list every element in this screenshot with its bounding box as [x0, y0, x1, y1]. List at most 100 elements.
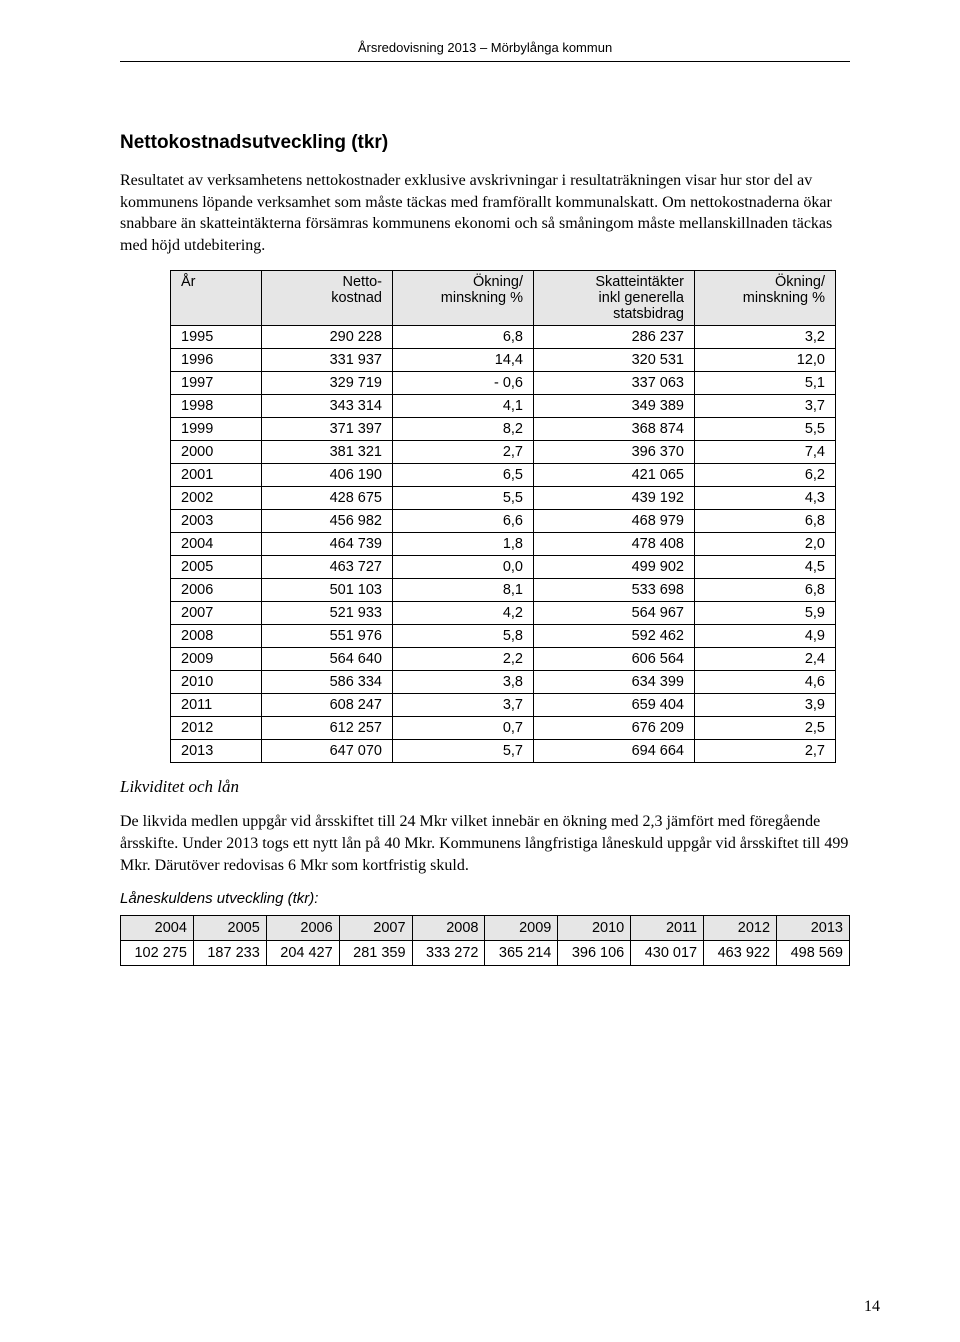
table-cell: 2012 [171, 717, 262, 740]
table-cell: 2,7 [695, 740, 836, 763]
table-cell: 2,5 [695, 717, 836, 740]
table-cell: 12,0 [695, 349, 836, 372]
table-cell: 4,1 [393, 395, 534, 418]
table-cell: 102 275 [121, 941, 194, 966]
table-cell: 2007 [171, 602, 262, 625]
column-header: 2008 [412, 916, 485, 941]
table-row: 102 275187 233204 427281 359333 272365 2… [121, 941, 850, 966]
table-cell: 281 359 [339, 941, 412, 966]
table-cell: 6,8 [393, 326, 534, 349]
table-row: 1996331 93714,4320 53112,0 [171, 349, 836, 372]
table-cell: 331 937 [262, 349, 393, 372]
table-cell: 5,1 [695, 372, 836, 395]
table-cell: 1995 [171, 326, 262, 349]
table-cell: 533 698 [534, 579, 695, 602]
column-header: 2013 [777, 916, 850, 941]
column-header: 2007 [339, 916, 412, 941]
column-header: Ökning/minskning % [393, 271, 534, 326]
table-cell: 5,9 [695, 602, 836, 625]
table-cell: 406 190 [262, 464, 393, 487]
table-cell: 606 564 [534, 648, 695, 671]
table-cell: 2,2 [393, 648, 534, 671]
table-cell: 5,7 [393, 740, 534, 763]
table-row: 2010586 3343,8634 3994,6 [171, 671, 836, 694]
document-page: Årsredovisning 2013 – Mörbylånga kommun … [0, 0, 960, 1342]
table-cell: 498 569 [777, 941, 850, 966]
column-header: 2005 [193, 916, 266, 941]
table-row: 1998343 3144,1349 3893,7 [171, 395, 836, 418]
table-cell: 1998 [171, 395, 262, 418]
table-header: 2004200520062007200820092010201120122013 [121, 916, 850, 941]
table-cell: 333 272 [412, 941, 485, 966]
table-cell: 1996 [171, 349, 262, 372]
table-cell: 499 902 [534, 556, 695, 579]
table-cell: 5,5 [393, 487, 534, 510]
table-cell: 592 462 [534, 625, 695, 648]
table-cell: 501 103 [262, 579, 393, 602]
table-cell: 1,8 [393, 533, 534, 556]
table-cell: 6,8 [695, 510, 836, 533]
table-cell: 2008 [171, 625, 262, 648]
table-cell: 463 922 [704, 941, 777, 966]
table-cell: 659 404 [534, 694, 695, 717]
table-cell: 187 233 [193, 941, 266, 966]
table-cell: 368 874 [534, 418, 695, 441]
table-cell: 2011 [171, 694, 262, 717]
table-row: 2005463 7270,0499 9024,5 [171, 556, 836, 579]
table-cell: 430 017 [631, 941, 704, 966]
table-cell: 6,8 [695, 579, 836, 602]
table-cell: 551 976 [262, 625, 393, 648]
table-cell: 463 727 [262, 556, 393, 579]
table-cell: 4,9 [695, 625, 836, 648]
table-cell: 14,4 [393, 349, 534, 372]
table-cell: 286 237 [534, 326, 695, 349]
table-row: 2007521 9334,2564 9675,9 [171, 602, 836, 625]
table-cell: 2003 [171, 510, 262, 533]
table-row: 2001406 1906,5421 0656,2 [171, 464, 836, 487]
table-cell: 2004 [171, 533, 262, 556]
table-header: ÅrNetto-kostnadÖkning/minskning %Skattei… [171, 271, 836, 326]
table-cell: 694 664 [534, 740, 695, 763]
table-cell: 4,5 [695, 556, 836, 579]
table-cell: 0,7 [393, 717, 534, 740]
table-cell: 2009 [171, 648, 262, 671]
table-cell: 365 214 [485, 941, 558, 966]
table-cell: 2,0 [695, 533, 836, 556]
table-cell: 564 640 [262, 648, 393, 671]
table-cell: 464 739 [262, 533, 393, 556]
table-row: 2008551 9765,8592 4624,9 [171, 625, 836, 648]
table-cell: 3,7 [393, 694, 534, 717]
table-cell: 2013 [171, 740, 262, 763]
table-cell: 8,2 [393, 418, 534, 441]
column-header: 2004 [121, 916, 194, 941]
table-cell: 564 967 [534, 602, 695, 625]
table-cell: 478 408 [534, 533, 695, 556]
table-cell: 1997 [171, 372, 262, 395]
nettokostnad-table: ÅrNetto-kostnadÖkning/minskning %Skattei… [170, 270, 836, 763]
table-body: 1995290 2286,8286 2373,21996331 93714,43… [171, 326, 836, 763]
table-cell: 676 209 [534, 717, 695, 740]
table-row: 2002428 6755,5439 1924,3 [171, 487, 836, 510]
table-row: 2009564 6402,2606 5642,4 [171, 648, 836, 671]
table-cell: 6,6 [393, 510, 534, 533]
table-cell: 381 321 [262, 441, 393, 464]
table-cell: 7,4 [695, 441, 836, 464]
table-cell: 343 314 [262, 395, 393, 418]
table-row: 2006501 1038,1533 6986,8 [171, 579, 836, 602]
table-cell: 6,2 [695, 464, 836, 487]
laneskuld-table: 2004200520062007200820092010201120122013… [120, 915, 850, 966]
column-header: Ökning/minskning % [695, 271, 836, 326]
subheading-likviditet: Likviditet och lån [120, 777, 850, 797]
table-cell: 439 192 [534, 487, 695, 510]
page-header: Årsredovisning 2013 – Mörbylånga kommun [120, 40, 850, 62]
table-cell: 2001 [171, 464, 262, 487]
table-cell: 3,9 [695, 694, 836, 717]
table-cell: 421 065 [534, 464, 695, 487]
column-header: 2012 [704, 916, 777, 941]
table-row: 2004464 7391,8478 4082,0 [171, 533, 836, 556]
column-header: Skatteintäkterinkl generellastatsbidrag [534, 271, 695, 326]
table-row: 1999371 3978,2368 8745,5 [171, 418, 836, 441]
table-cell: 5,5 [695, 418, 836, 441]
column-header: 2009 [485, 916, 558, 941]
table-cell: 612 257 [262, 717, 393, 740]
